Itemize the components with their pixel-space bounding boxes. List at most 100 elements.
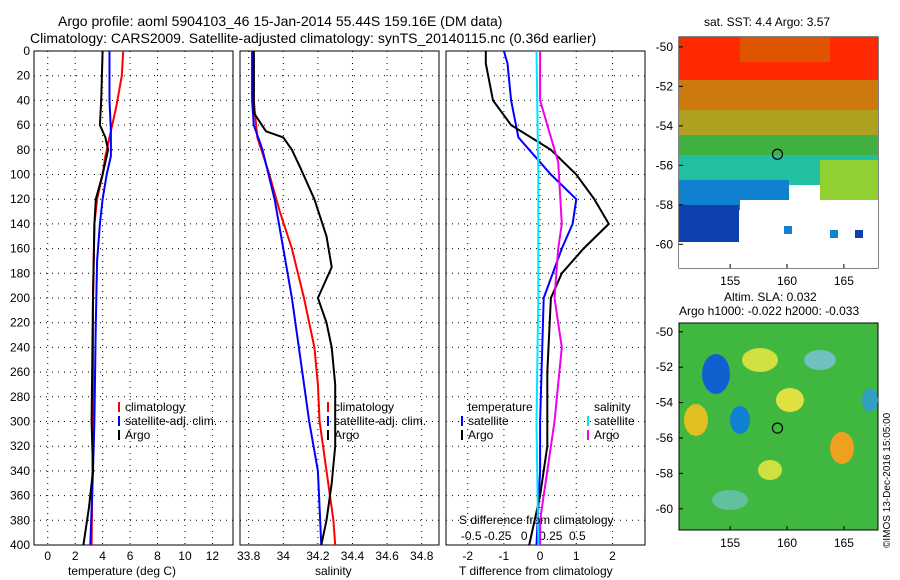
map-y-tick-label: -58 (656, 466, 674, 480)
sla-high-anomaly (684, 404, 708, 436)
figure-title-line1: Argo profile: aoml 5904103_46 15-Jan-201… (58, 13, 502, 29)
series-line-argo (82, 50, 110, 546)
s-difference-axis-label: S difference from climatology (459, 513, 614, 527)
y-tick-label: 380 (10, 513, 30, 527)
series-line-satellite-adj-clim- (89, 51, 112, 546)
map-x-tick-label: 160 (777, 274, 797, 288)
series-line-satellite-adj-clim- (251, 51, 323, 546)
sla-high-anomaly (742, 348, 778, 372)
sla-low-anomaly (702, 354, 730, 394)
sst-pixel (784, 226, 792, 234)
s-tick-label: 0 (521, 529, 528, 543)
profile-lines (82, 50, 611, 546)
map-x-tick-label: 160 (777, 536, 797, 550)
sla-map-field (684, 348, 878, 510)
y-tick-label: 40 (17, 93, 31, 107)
map-y-tick-label: -56 (656, 158, 674, 172)
map-y-tick-label: -56 (656, 431, 674, 445)
legend-s-satellite: satellite (594, 414, 635, 428)
legend-satellite-adj: satellite-adj. clim. (334, 414, 426, 428)
legend-argo: Argo (125, 428, 151, 442)
legend-s-argo: Argo (594, 428, 620, 442)
sst-band-deep-blue (679, 205, 739, 242)
x-tick-label: 33.8 (237, 549, 261, 563)
sla-high-anomaly (758, 460, 782, 480)
x-tick-label: 34.4 (341, 549, 365, 563)
map-y-tick-label: -60 (656, 237, 674, 251)
sla-high-anomaly (776, 388, 804, 412)
y-tick-label: 140 (10, 217, 30, 231)
sst-pixel (830, 230, 838, 238)
legend-satellite-adj: satellite-adj. clim. (125, 414, 217, 428)
temperature-plot-area (33, 50, 234, 546)
figure-title-line2: Climatology: CARS2009. Satellite-adjuste… (30, 30, 596, 46)
x-tick-label: 34.6 (375, 549, 399, 563)
s-tick-label: 0.25 (539, 529, 563, 543)
map-x-tick-label: 155 (720, 536, 740, 550)
sla-argo-location-marker (771, 422, 784, 434)
legend-t-argo: Argo (468, 428, 494, 442)
x-tick-label: 12 (206, 549, 220, 563)
map-y-tick-label: -58 (656, 198, 674, 212)
sst-missing-data-south (679, 242, 878, 268)
difference-plot-area (445, 50, 646, 546)
x-tick-label: 2 (72, 549, 79, 563)
x-tick-label: -2 (462, 549, 473, 563)
legend-temperature-heading: temperature (468, 400, 533, 414)
x-tick-label: 2 (609, 549, 616, 563)
y-tick-label: 260 (10, 365, 30, 379)
map-x-tick-label: 165 (834, 274, 854, 288)
series-line-argo (252, 51, 337, 546)
sst-patch-orange (740, 37, 830, 62)
temperature-axis-label: temperature (deg C) (68, 564, 176, 578)
y-tick-label: 160 (10, 242, 30, 256)
x-tick-label: 8 (154, 549, 161, 563)
t-difference-axis-label: T difference from climatology (459, 564, 613, 578)
sst-patch-lime (820, 160, 878, 200)
x-tick-label: 34 (277, 549, 291, 563)
sla-low-anomaly (712, 490, 748, 510)
y-tick-label: 200 (10, 291, 30, 305)
sst-pixel (855, 230, 863, 238)
sst-map-axes: 155 160 165 -50 -52 -54 -56 -58 -60 (656, 40, 855, 288)
y-tick-label: 300 (10, 415, 30, 429)
map-x-tick-label: 165 (834, 536, 854, 550)
x-tick-label: 0 (537, 549, 544, 563)
map-y-tick-label: -54 (656, 396, 674, 410)
legend-argo: Argo (334, 428, 360, 442)
y-tick-label: 100 (10, 168, 30, 182)
legend-climatology: climatology (125, 400, 185, 414)
map-x-tick-label: 155 (720, 274, 740, 288)
sst-map-field (679, 37, 878, 268)
y-tick-label: 0 (23, 44, 30, 58)
sla-high-anomaly (830, 432, 854, 464)
y-tick-label: 400 (10, 538, 30, 552)
s-tick-label: 0.5 (569, 529, 586, 543)
map-y-tick-label: -50 (656, 325, 674, 339)
x-tick-label: 0 (44, 549, 51, 563)
y-tick-label: 340 (10, 464, 30, 478)
x-tick-label: 34.8 (410, 549, 434, 563)
sla-map-frame (678, 322, 879, 531)
y-tick-label: 240 (10, 340, 30, 354)
y-tick-label: 280 (10, 390, 30, 404)
y-tick-label: 120 (10, 192, 30, 206)
difference-legend-salinity: salinity satellite Argo (587, 400, 635, 442)
map-y-tick-label: -52 (656, 79, 674, 93)
sla-map-title-line2: Argo h1000: -0.022 h2000: -0.033 (679, 304, 859, 318)
map-y-tick-label: -52 (656, 360, 674, 374)
axis-ticks: 0 2 4 6 8 10 120204060801001201401601802002202… (10, 44, 616, 563)
y-tick-label: 20 (17, 69, 31, 83)
x-tick-label: 6 (127, 549, 134, 563)
x-tick-label: 1 (573, 549, 580, 563)
sla-map-axes: 155 160 165 -50 -52 -54 -56 -58 -60 (656, 325, 855, 550)
salinity-axis-label: salinity (315, 564, 352, 578)
sst-argo-location-marker (771, 148, 784, 160)
salinity-plot-area (239, 50, 440, 546)
x-tick-label: 34.2 (306, 549, 330, 563)
y-tick-label: 180 (10, 266, 30, 280)
y-tick-label: 60 (17, 118, 31, 132)
y-tick-label: 220 (10, 316, 30, 330)
legend-climatology: climatology (334, 400, 394, 414)
